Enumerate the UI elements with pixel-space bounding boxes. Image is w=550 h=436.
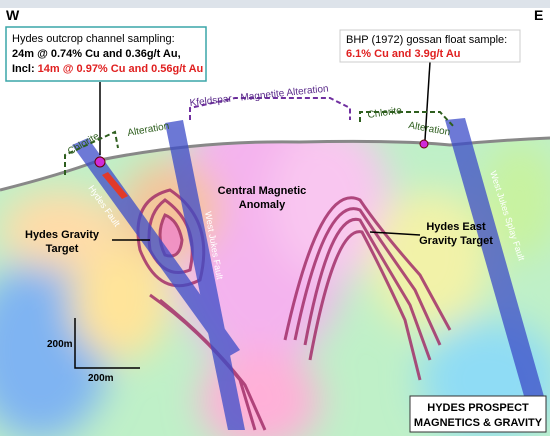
callout-highlight: 14m @ 0.97% Cu and 0.56g/t Au — [38, 63, 204, 75]
top-bar — [0, 0, 550, 8]
target-label: Target — [46, 243, 79, 255]
scale-bar — [74, 318, 140, 369]
scale-label: 200m — [47, 339, 73, 350]
callout-title: BHP (1972) gossan float sample: — [346, 34, 507, 46]
target-label: Hydes Gravity — [25, 229, 100, 241]
target-label: Anomaly — [239, 199, 286, 211]
target-label: Central Magnetic — [218, 185, 307, 197]
callout-box — [339, 29, 521, 63]
faults — [72, 118, 545, 430]
leader — [369, 231, 421, 236]
target-label: Gravity Target — [419, 235, 493, 247]
title: HYDES PROSPECT — [427, 402, 529, 414]
arrow — [102, 172, 128, 199]
callout-highlight: 6.1% Cu and 3.9g/t Au — [346, 48, 461, 60]
title: MAGNETICS & GRAVITY — [414, 417, 543, 429]
leader — [424, 61, 431, 141]
callout-prefix: Incl: — [12, 63, 38, 75]
direction: E — [534, 7, 543, 23]
sample-point — [419, 139, 429, 149]
direction: W — [6, 7, 20, 23]
callout-box — [5, 26, 207, 82]
callout-text: 24m @ 0.74% Cu and 0.36g/t Au, — [12, 48, 181, 60]
zone-label: Chlorite — [367, 105, 403, 121]
target-label: Hydes East — [426, 221, 486, 233]
callout-text: Incl: 14m @ 0.97% Cu and 0.56g/t Au — [12, 63, 203, 75]
chlorite-zone — [64, 130, 119, 175]
sample-point — [94, 156, 106, 168]
chlorite-zone — [359, 111, 456, 129]
title-box — [409, 395, 547, 433]
callout-title: Hydes outcrop channel sampling: — [12, 33, 175, 45]
kfeldspar-zone — [189, 97, 351, 120]
scale-label: 200m — [88, 373, 114, 384]
